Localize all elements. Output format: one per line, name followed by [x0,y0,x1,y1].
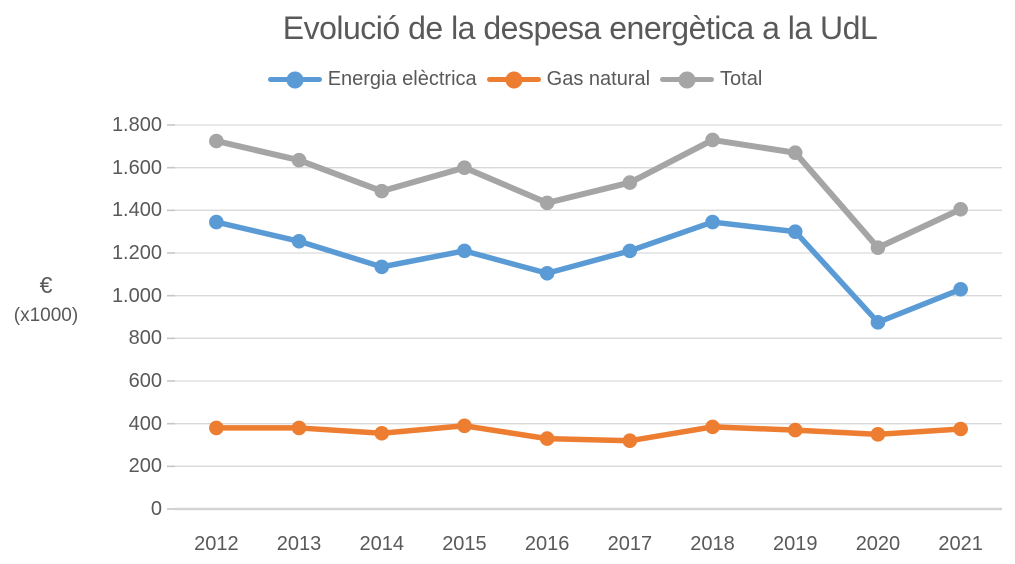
data-point-marker [622,175,638,190]
y-tick-label: 0 [150,498,162,520]
dot-icon [286,71,304,88]
line-marker-icon [660,71,715,88]
data-point-marker [209,214,224,230]
euro-unit-label: € [39,272,53,298]
data-point-marker [209,420,224,436]
data-point-marker [457,243,472,259]
legend-label: Gas natural [546,68,651,90]
x-tick-label: 2016 [524,533,570,555]
data-point-marker [539,265,555,281]
y-tick-label: 200 [128,455,162,478]
legend-item-total: Total [660,68,762,91]
data-point-marker [539,195,555,211]
series-line [213,136,964,251]
data-point-marker [870,240,886,255]
x-tick-label: 2019 [773,533,818,555]
y-tick-label: 1.000 [111,284,162,307]
data-point-marker [374,425,390,441]
legend-label: Total [720,68,763,90]
data-point-marker [291,233,307,249]
x-tick-label: 2014 [359,533,405,555]
data-point-marker [870,427,886,442]
data-point-marker [787,145,803,161]
y-tick-label: 1.400 [111,199,162,222]
data-point-marker [705,132,720,148]
line-marker-icon [486,71,541,88]
data-point-marker [291,152,307,168]
y-tick-label: 800 [128,327,162,350]
legend-label: Energia elèctrica [327,68,477,90]
x-tick-label: 2015 [442,533,487,555]
legend: Energia elèctrica Gas natural Total [15,68,1015,91]
x-tick-label: 2017 [607,533,653,555]
data-point-marker [457,160,472,175]
y-tick-label: 600 [128,370,162,392]
x-tick-label: 2013 [276,533,322,555]
legend-item-gas-natural: Gas natural [486,68,651,91]
series-line [213,423,964,444]
line-marker-icon [267,71,322,88]
x-tick-label: 2018 [690,533,735,555]
series-line [213,219,964,326]
data-point-marker [291,420,307,436]
data-point-marker [953,281,968,297]
data-point-marker [787,422,803,438]
y-tick-label: 1.600 [111,156,162,179]
unit-scale-label: (x1000) [13,305,79,326]
data-point-marker [953,201,968,217]
dot-icon [505,71,523,88]
dot-icon [678,71,696,88]
data-point-marker [374,259,390,275]
x-tick-label: 2021 [938,533,983,555]
chart-title: Evolució de la despesa energètica a la U… [282,10,878,46]
y-tick-label: 1.200 [111,242,162,264]
y-axis-title: € (x1000) [6,272,86,327]
data-point-marker [705,419,720,435]
data-point-marker [705,214,720,230]
data-point-marker [374,183,390,199]
data-point-marker [622,433,638,449]
y-tick-label: 400 [128,412,162,435]
legend-item-energia-electrica: Energia elèctrica [267,68,477,91]
data-point-marker [622,243,638,259]
x-tick-label: 2012 [194,533,239,555]
y-tick-label: 1.800 [111,114,162,136]
data-point-marker [953,421,968,437]
data-point-marker [457,418,472,434]
data-point-marker [539,431,555,446]
data-point-marker [209,133,224,149]
x-tick-label: 2020 [855,533,901,555]
data-point-marker [787,224,803,239]
data-point-marker [870,315,886,330]
